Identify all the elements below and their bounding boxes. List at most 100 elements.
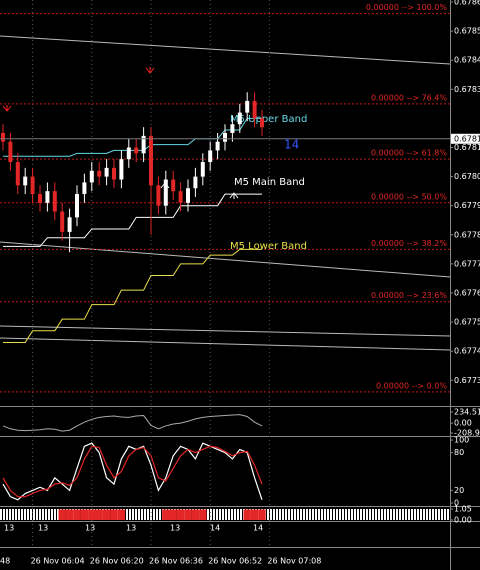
candle-body [82, 182, 87, 195]
stripe [312, 509, 314, 520]
bar [80, 509, 89, 520]
stripe [147, 509, 149, 520]
y-tick-label: 100 [454, 436, 469, 445]
indicator-line [2, 445, 263, 498]
stripe [3, 509, 5, 520]
stripe [9, 509, 11, 520]
candle-body [149, 135, 153, 186]
stripe [306, 509, 308, 520]
bar [250, 509, 259, 520]
candle-body [193, 176, 198, 189]
bar [110, 509, 118, 520]
stripe [408, 509, 410, 520]
stripe [126, 509, 128, 520]
candle-body [45, 191, 50, 203]
candle-body [97, 170, 102, 177]
day-label: 14 [253, 524, 263, 533]
stripe [333, 509, 335, 520]
x-cut-label: 48 [0, 557, 10, 566]
candle-body [223, 132, 227, 142]
stripe [315, 509, 317, 520]
bar [169, 509, 177, 520]
stripe [387, 509, 389, 520]
bar [184, 509, 192, 520]
stripe [438, 509, 440, 520]
candle-body [15, 162, 20, 186]
stripe [372, 509, 374, 520]
last-price-label: 0.67813 [454, 134, 480, 143]
candle-body [119, 159, 124, 180]
trend-line [0, 325, 451, 337]
stripe [234, 509, 236, 520]
candle-body [67, 217, 72, 232]
stripe [396, 509, 398, 520]
candle-body [245, 100, 250, 113]
bar [258, 509, 266, 520]
bar [117, 509, 126, 520]
stripe [45, 509, 47, 520]
stripe [354, 509, 356, 520]
candle-body [186, 188, 190, 203]
stripe [441, 509, 443, 520]
day-label: 13 [4, 524, 14, 533]
candle-body [208, 150, 213, 163]
stripe [48, 509, 50, 520]
fib-label: 0.00000 --> 50.0% [371, 192, 447, 201]
stripe [345, 509, 347, 520]
stripe [129, 509, 131, 520]
stripe [285, 509, 287, 520]
stripe [15, 509, 17, 520]
stripe [12, 509, 14, 520]
fib-label: 0.00000 --> 61.8% [371, 149, 447, 158]
stripe [36, 509, 38, 520]
stripe [156, 509, 158, 520]
candle-body [230, 124, 235, 133]
stripe [228, 509, 230, 520]
stripe [270, 509, 272, 520]
stripe [330, 509, 332, 520]
fib-label: 0.00000 --> 23.6% [371, 291, 447, 300]
candle-body [1, 132, 5, 142]
stripe [282, 509, 284, 520]
stripe [225, 509, 227, 520]
stripe [414, 509, 416, 520]
candle-body [178, 191, 183, 203]
stripe [357, 509, 359, 520]
x-tick-label: 26 Nov 06:04 [31, 557, 85, 566]
day-label: 14 [210, 524, 220, 533]
candle-body [30, 176, 35, 195]
bar [65, 509, 74, 520]
stripe [6, 509, 8, 520]
stripe [324, 509, 326, 520]
stripe [279, 509, 281, 520]
candle-body [104, 167, 109, 177]
stripe [369, 509, 371, 520]
candle-body [89, 170, 94, 183]
stripe [423, 509, 425, 520]
stripe [393, 509, 395, 520]
trend-line [0, 241, 451, 278]
candle-body [52, 191, 57, 212]
indicator-line [2, 414, 263, 432]
stripe [417, 509, 419, 520]
stripe [444, 509, 446, 520]
stripe [159, 509, 161, 520]
stripe [18, 509, 20, 520]
bar [191, 509, 200, 520]
stripe [57, 509, 59, 520]
stripe [351, 509, 353, 520]
stripe [207, 509, 209, 520]
stripe [327, 509, 329, 520]
stripe [309, 509, 311, 520]
day-label: 13 [85, 524, 95, 533]
candle-body [134, 147, 139, 154]
bar [95, 509, 103, 520]
day-label: 13 [170, 524, 180, 533]
